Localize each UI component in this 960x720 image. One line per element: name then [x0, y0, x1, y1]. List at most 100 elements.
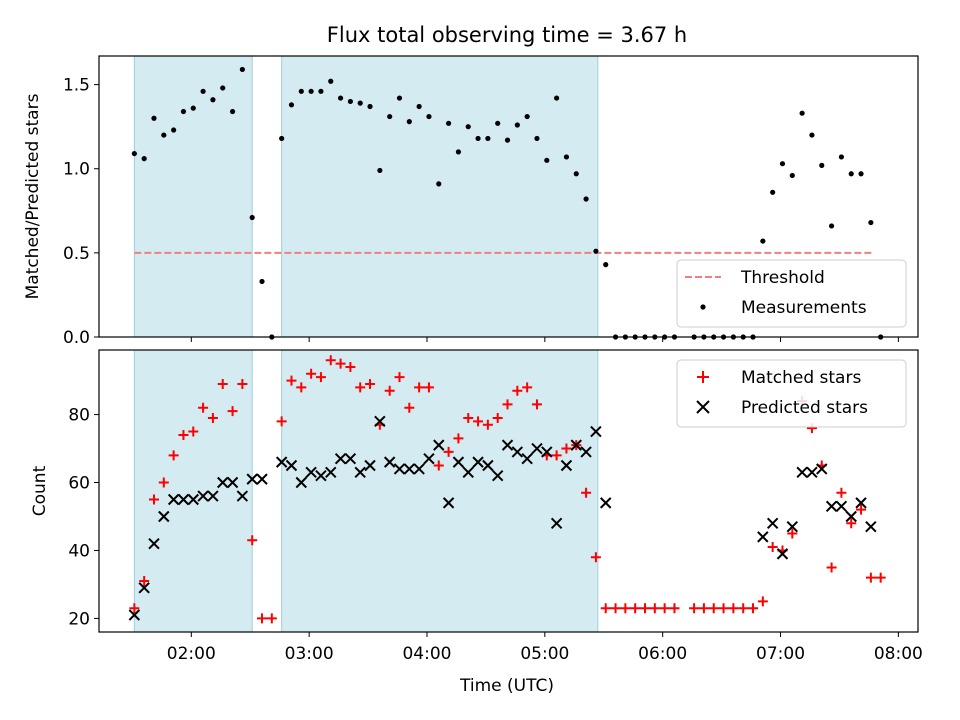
predicted-star-point	[177, 493, 190, 506]
matched-star-point	[757, 596, 768, 607]
measurement-point	[377, 167, 383, 174]
x-tick-label: 08:00	[874, 644, 923, 664]
matched-star-point	[188, 426, 199, 437]
y-tick-label: 40	[68, 541, 90, 561]
matched-star-point	[659, 603, 670, 614]
predicted-star-point	[855, 497, 867, 509]
matched-star-point	[728, 603, 739, 614]
matched-star-point	[158, 477, 169, 488]
y-tick-label: 20	[68, 609, 90, 629]
predicted-star-point	[197, 490, 209, 502]
measurement-point	[485, 135, 491, 142]
measurement-point	[337, 95, 344, 101]
x-axis-label: Time (UTC)	[459, 676, 554, 696]
predicted-star-point	[423, 453, 435, 465]
measurement-point	[534, 135, 540, 142]
measurement-point	[770, 189, 776, 195]
predicted-star-point	[845, 510, 857, 523]
measurement-point	[239, 66, 245, 73]
y-tick-label: 60	[68, 474, 90, 494]
matched-star-point	[148, 494, 159, 505]
matched-star-point	[443, 446, 454, 457]
shaded-interval	[281, 55, 599, 338]
predicted-star-point	[825, 500, 838, 512]
measurement-point	[249, 214, 255, 221]
predicted-star-point	[334, 453, 347, 465]
measurement-point	[760, 238, 766, 244]
predicted-star-point	[796, 466, 808, 479]
measurement-point	[357, 100, 363, 106]
matched-star-point	[531, 399, 542, 410]
matched-star-point	[492, 412, 503, 423]
measurement-point	[347, 98, 353, 105]
predicted-star-point	[383, 456, 396, 468]
measurement-point	[279, 135, 285, 142]
matched-star-point	[718, 603, 729, 614]
measurement-point	[308, 88, 314, 94]
predicted-star-point	[590, 425, 602, 438]
measurement-point	[445, 120, 452, 126]
predicted-star-point	[167, 493, 180, 506]
predicted-star-point	[344, 453, 357, 465]
predicted-star-point	[816, 463, 828, 475]
measurement-point	[838, 154, 845, 160]
matched-star-point	[630, 603, 641, 614]
predicted-star-point	[491, 470, 504, 482]
measurement-point	[416, 103, 422, 110]
legend-label: Predicted stars	[741, 398, 868, 418]
measurement-point	[868, 219, 874, 226]
matched-star-point	[640, 603, 650, 614]
y-tick-label: 80	[68, 406, 90, 426]
x-tick-label: 03:00	[285, 644, 334, 664]
matched-star-point	[433, 460, 444, 471]
measurement-point	[514, 122, 520, 128]
measurement-point	[583, 196, 589, 202]
predicted-star-point	[835, 500, 848, 512]
matched-star-point	[698, 603, 709, 614]
predicted-star-point	[462, 466, 474, 479]
measurement-point	[190, 105, 196, 111]
predicted-star-point	[295, 476, 308, 489]
measurement-point	[210, 97, 216, 103]
measurement-point	[504, 137, 511, 143]
matched-star-point	[502, 399, 513, 410]
measurement-point	[554, 95, 560, 101]
predicted-star-point	[600, 497, 612, 509]
matched-star-point	[315, 372, 326, 383]
matched-star-point	[610, 603, 621, 614]
predicted-star-point	[757, 531, 769, 543]
shaded-interval	[133, 55, 253, 338]
matched-star-point	[247, 535, 258, 546]
measurement-point	[328, 78, 334, 84]
matched-star-point	[365, 378, 376, 389]
matched-star-point	[463, 412, 474, 423]
predicted-star-point	[364, 459, 376, 472]
matched-star-point	[708, 603, 719, 614]
predicted-star-point	[256, 473, 268, 485]
matched-star-point	[404, 402, 415, 413]
matched-star-point	[217, 378, 228, 389]
measurement-point	[318, 88, 324, 94]
matched-star-point	[865, 572, 876, 583]
measurement-point	[809, 132, 815, 138]
matched-star-point	[139, 576, 150, 587]
ratio-panel: 0.0 0.5 1.0 1.5 Matched/Predicted stars Thres…	[23, 55, 919, 348]
matched-star-point	[394, 372, 405, 383]
chart-title: Flux total observing time = 3.67 h	[327, 23, 687, 47]
y-axis-label: Count	[30, 465, 50, 516]
measurement-point	[426, 113, 432, 120]
measurement-point	[848, 171, 854, 177]
x-tick-label: 07:00	[756, 644, 805, 664]
measurement-point	[573, 171, 579, 177]
measurement-point	[298, 88, 304, 94]
matched-star-point	[649, 603, 660, 614]
matched-star-point	[168, 450, 179, 461]
measurement-point	[495, 120, 501, 126]
matched-star-point	[129, 603, 140, 614]
matched-star-point	[306, 368, 317, 379]
matched-star-point	[738, 603, 749, 614]
x-tick-label: 05:00	[520, 644, 569, 664]
predicted-star-point	[403, 463, 416, 475]
matched-star-point	[669, 603, 680, 614]
predicted-star-point	[511, 446, 524, 458]
